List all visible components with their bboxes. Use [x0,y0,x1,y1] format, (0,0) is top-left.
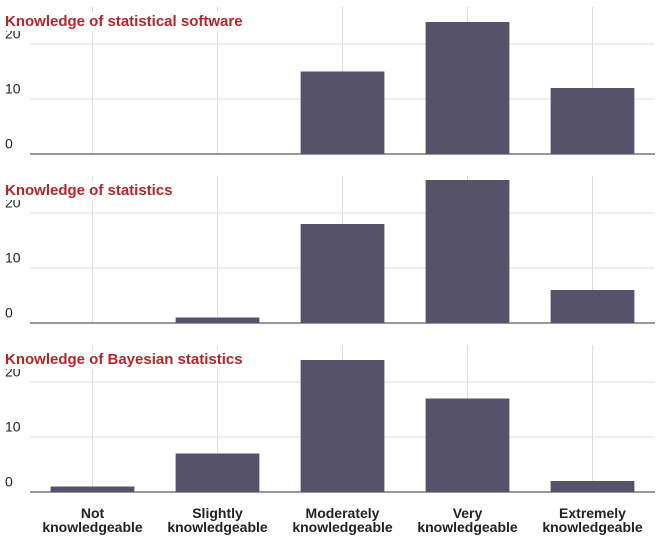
bar [300,71,385,154]
chart-title: Knowledge of Bayesian statistics [5,351,243,368]
bar [425,398,510,492]
y-tick-label: 10 [5,250,21,266]
x-tick-label: Moderately knowledgeable [292,505,393,535]
bar [550,481,635,492]
x-tick-label: Extremely knowledgeable [542,505,643,535]
y-tick-label: 0 [5,305,13,321]
bar [175,317,260,323]
y-tick-label: 0 [5,136,13,152]
chart-title: Knowledge of statistics [5,182,173,199]
bar [425,180,510,323]
chart-title: Knowledge of statistical software [5,13,243,30]
bar [550,290,635,323]
x-tick-label: Very knowledgeable [417,505,518,535]
bar [425,22,510,154]
bar [550,88,635,154]
y-tick-label: 10 [5,419,21,435]
title-background [3,11,247,31]
y-tick-label: 0 [5,474,13,490]
x-tick-label: Slightly knowledgeable [167,505,268,535]
x-tick-label: Not knowledgeable [42,505,143,535]
bar [300,224,385,323]
y-tick-label: 10 [5,81,21,97]
bar [300,360,385,492]
bar [175,453,260,492]
title-background [3,180,177,200]
title-background [3,349,247,369]
bar [50,486,135,492]
